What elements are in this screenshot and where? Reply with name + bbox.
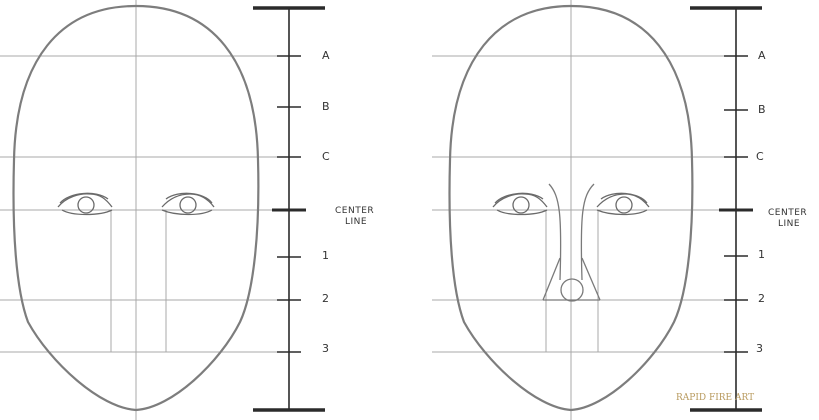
proportion-ruler <box>690 6 762 412</box>
label-a: A <box>758 49 766 62</box>
label-a: A <box>322 49 330 62</box>
nose <box>542 183 601 302</box>
label-1: 1 <box>322 249 329 262</box>
proportion-ruler <box>253 6 325 412</box>
label-b: B <box>758 103 766 116</box>
label-center-line-1: CENTER <box>768 208 807 218</box>
label-c: C <box>322 150 330 163</box>
label-center-line-2: LINE <box>345 217 367 227</box>
label-1: 1 <box>758 248 765 261</box>
right-eye <box>161 192 215 216</box>
head-outline <box>12 4 260 412</box>
ruler-labels: A B C CENTER LINE 1 2 3 <box>322 49 374 355</box>
nose-bridge-right <box>580 183 595 281</box>
label-3: 3 <box>322 342 329 355</box>
label-center-line-2: LINE <box>778 219 800 229</box>
left-eye <box>492 192 548 216</box>
label-2: 2 <box>758 292 765 305</box>
label-c: C <box>756 150 764 163</box>
right-face-diagram: A B C CENTER LINE 1 2 3 RAPID FIRE ART <box>432 0 807 420</box>
ruler-labels: A B C CENTER LINE 1 2 3 <box>756 49 807 355</box>
right-eye <box>596 192 650 216</box>
nose-side-right <box>581 257 601 301</box>
label-center-line-1: CENTER <box>335 206 374 216</box>
head-outline <box>448 4 694 412</box>
watermark-logo: RAPID FIRE ART <box>676 393 754 403</box>
label-3: 3 <box>756 342 763 355</box>
nose-side-left <box>542 257 561 301</box>
label-2: 2 <box>322 292 329 305</box>
nose-tip <box>560 278 584 302</box>
left-face-diagram: A B C CENTER LINE 1 2 3 <box>0 0 374 420</box>
left-eye <box>57 192 113 216</box>
nose-bridge-left <box>548 183 562 281</box>
label-b: B <box>322 100 330 113</box>
